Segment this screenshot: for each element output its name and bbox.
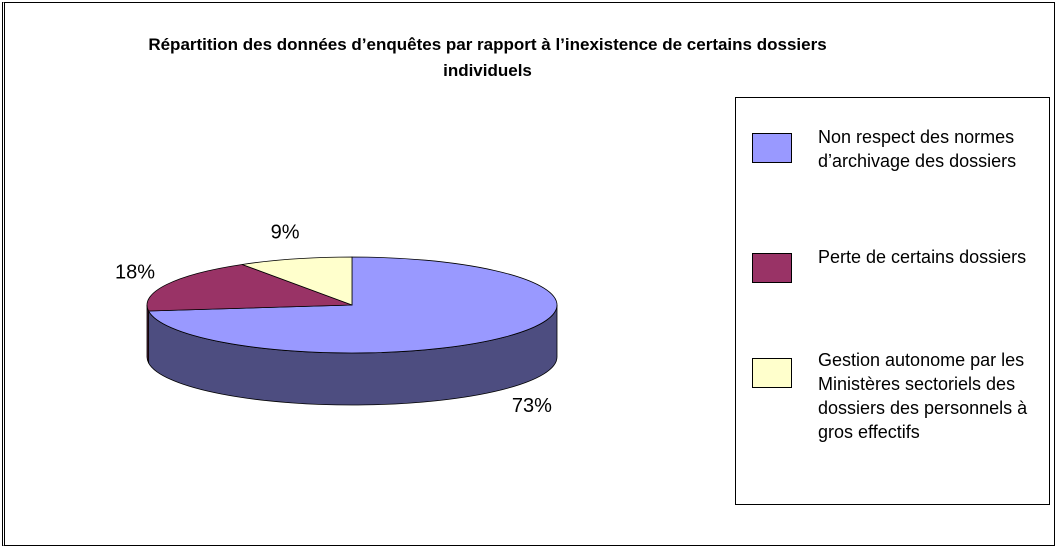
legend-label: Gestion autonome par les Ministères sect… bbox=[818, 350, 1028, 442]
legend: Non respect des normes d’archivage des d… bbox=[735, 97, 1050, 505]
pie-slice bbox=[146, 264, 353, 312]
data-label: 18% bbox=[115, 261, 155, 283]
pie-slice bbox=[242, 256, 353, 306]
legend-label: Non respect des normes d’archivage des d… bbox=[818, 127, 1017, 171]
pie-area: 73% 18% 9% bbox=[115, 221, 558, 417]
legend-swatch bbox=[752, 133, 792, 163]
legend-swatch bbox=[752, 253, 792, 283]
data-label: 73% bbox=[512, 395, 552, 417]
pie-slice bbox=[147, 256, 558, 354]
legend-label: Perte de certains dossiers bbox=[818, 247, 1027, 267]
legend-swatch bbox=[752, 358, 792, 388]
data-label: 9% bbox=[271, 221, 300, 243]
chart-title: Répartition des données d’enquêtes par r… bbox=[148, 35, 827, 80]
pie-side bbox=[146, 304, 150, 364]
